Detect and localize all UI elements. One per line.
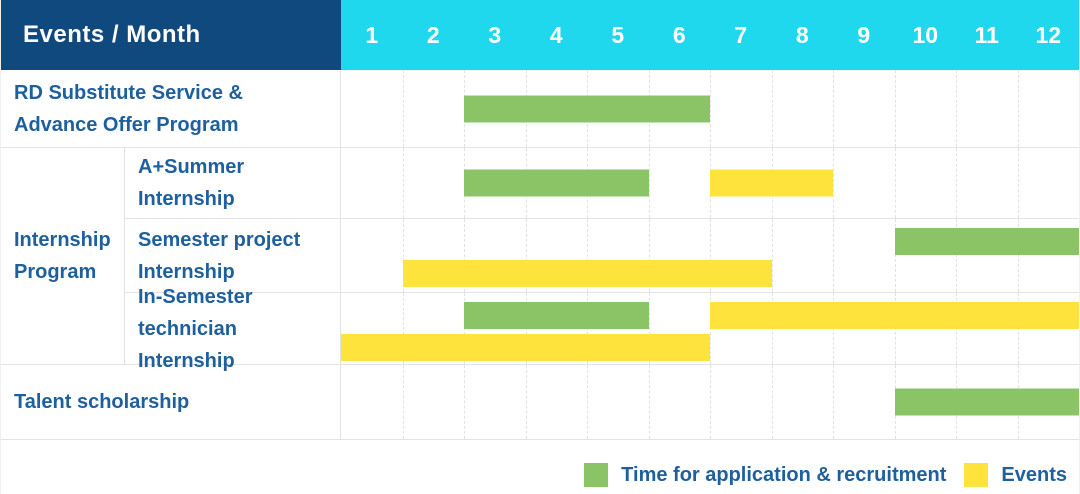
month-gridline — [1017, 148, 1019, 218]
group-label-text: Internship Program — [14, 229, 111, 283]
month-gridline — [710, 70, 711, 147]
row-label-text: Talent scholarship — [14, 391, 190, 413]
months-header: 1 2 3 4 5 6 7 8 9 10 11 12 — [341, 0, 1079, 70]
month-label: 10 — [912, 21, 939, 48]
gantt-track-semester-project — [341, 219, 1079, 292]
month-label: 1 — [365, 21, 379, 48]
group-internship-program: Internship Program A+Summer Internship S… — [1, 148, 1079, 372]
month-label: 3 — [488, 21, 502, 48]
green-swatch-icon — [584, 463, 609, 487]
legend-item-application-recruitment: Time for application & recruitment — [584, 463, 946, 487]
month-gridline — [648, 365, 650, 439]
gantt-bar-green — [464, 169, 649, 197]
table-row-in-semester-technician: In-Semester technician Internship — [125, 286, 1079, 372]
row-label-text: RD Substitute Service & Advance Offer Pr… — [14, 81, 243, 136]
gantt-bar-yellow — [341, 334, 710, 361]
month-gridline — [402, 70, 404, 147]
row-label-text: A+Summer Internship — [138, 156, 245, 210]
month-gridline — [771, 365, 773, 439]
month-gridline — [525, 365, 527, 439]
month-label: 9 — [857, 21, 871, 48]
month-gridline — [402, 148, 404, 218]
table-row-talent-scholarship: Talent scholarship — [1, 365, 1079, 440]
group-rows: A+Summer Internship Semester project Int… — [125, 148, 1079, 372]
month-label: 7 — [734, 21, 748, 48]
row-label: Semester project Internship — [125, 219, 341, 292]
row-label-text: Semester project Internship — [138, 228, 301, 283]
table-row-semester-project: Semester project Internship — [125, 219, 1079, 293]
gantt-bar-yellow — [710, 302, 1079, 329]
month-label: 6 — [672, 21, 686, 48]
month-gridline — [402, 365, 404, 439]
month-gridline — [1017, 70, 1019, 147]
legend: Time for application & recruitment Event… — [1, 440, 1079, 494]
month-gridline — [956, 148, 957, 218]
row-label: In-Semester technician Internship — [125, 286, 341, 372]
month-gridline — [833, 70, 834, 147]
month-label: 8 — [795, 21, 809, 48]
gantt-track-in-semester-technician — [341, 293, 1079, 364]
header-title: Events / Month — [23, 21, 201, 48]
legend-item-events: Events — [964, 463, 1067, 487]
table-row-rd-substitute: RD Substitute Service & Advance Offer Pr… — [1, 70, 1079, 148]
month-gridline — [956, 70, 957, 147]
gantt-bar-green — [464, 95, 710, 122]
month-gridline — [710, 365, 711, 439]
gantt-bar-green — [894, 228, 1079, 255]
month-gridline — [587, 365, 588, 439]
row-label: RD Substitute Service & Advance Offer Pr… — [1, 70, 341, 147]
month-label: 12 — [1035, 21, 1062, 48]
events-month-header: Events / Month — [1, 0, 341, 70]
row-label: Talent scholarship — [1, 365, 341, 439]
month-gridline — [833, 365, 834, 439]
gantt-bar-green — [464, 302, 649, 329]
month-label: 11 — [974, 21, 999, 48]
month-label: 5 — [611, 21, 625, 48]
month-label: 4 — [549, 21, 563, 48]
header-row: Events / Month 1 2 3 4 5 6 7 8 9 10 11 1… — [1, 0, 1079, 70]
month-gridline — [771, 70, 773, 147]
gantt-bar-green — [894, 388, 1079, 416]
month-label: 2 — [426, 21, 440, 48]
table-row-a-plus-summer: A+Summer Internship — [125, 148, 1079, 219]
month-gridline — [833, 219, 834, 292]
gantt-bar-yellow — [710, 169, 833, 197]
group-label: Internship Program — [1, 148, 125, 364]
month-gridline — [464, 365, 465, 439]
gantt-track-talent-scholarship — [341, 365, 1079, 439]
month-gridline — [648, 148, 650, 218]
yellow-swatch-icon — [964, 463, 989, 487]
month-gridline — [894, 148, 896, 218]
gantt-bar-yellow — [402, 260, 772, 287]
month-gridline — [833, 148, 834, 218]
month-gridline — [894, 70, 896, 147]
row-label-text: In-Semester technician Internship — [138, 285, 253, 372]
gantt-track-rd-substitute — [341, 70, 1079, 147]
month-gridline — [771, 219, 773, 292]
legend-label: Events — [1001, 463, 1067, 486]
legend-label: Time for application & recruitment — [621, 463, 947, 486]
row-label: A+Summer Internship — [125, 148, 341, 218]
gantt-track-a-plus-summer — [341, 148, 1079, 218]
